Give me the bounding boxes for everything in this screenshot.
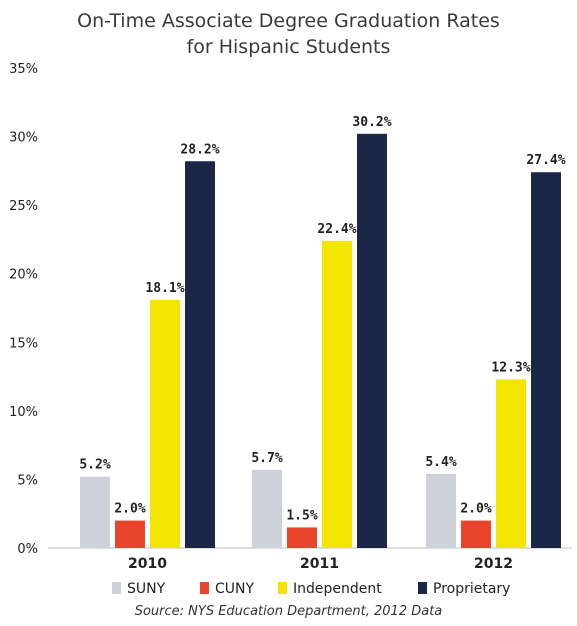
legend-swatch-independent [278,582,287,594]
y-tick-label: 35% [9,62,38,77]
y-tick-label: 10% [9,405,38,420]
bar-cuny-2010 [115,520,145,548]
data-label-suny-2012: 5.4% [425,455,456,470]
data-label-independent-2011: 22.4% [317,222,356,237]
y-tick-label: 5% [17,473,38,488]
source-note: Source: NYS Education Department, 2012 D… [134,604,443,619]
data-label-independent-2012: 12.3% [491,360,530,375]
y-tick-label: 0% [17,542,38,557]
data-label-cuny-2012: 2.0% [460,502,491,517]
x-tick-label: 2010 [128,556,167,572]
y-tick-label: 25% [9,199,38,214]
legend-label-cuny: CUNY [215,581,254,597]
legend-label-suny: SUNY [127,581,166,597]
bar-independent-2010 [150,299,180,548]
legend-label-independent: Independent [293,581,382,597]
bar-cuny-2011 [287,527,317,548]
data-label-suny-2010: 5.2% [79,458,110,473]
bar-suny-2011 [252,469,282,548]
bar-suny-2012 [426,473,456,548]
legend-swatch-suny [112,582,121,594]
bar-independent-2011 [322,240,352,549]
chart-title-line-2: for Hispanic Students [186,36,391,58]
y-tick-label: 20% [9,268,38,283]
y-tick-label: 30% [9,131,38,146]
bar-proprietary-2011 [357,133,387,549]
data-label-proprietary-2010: 28.2% [180,142,219,157]
bar-suny-2010 [80,476,110,548]
legend-swatch-proprietary [418,582,427,594]
bar-independent-2012 [496,379,526,548]
data-label-independent-2010: 18.1% [145,281,184,296]
chart-title-line-1: On-Time Associate Degree Graduation Rate… [77,10,500,32]
bar-cuny-2012 [461,520,491,548]
data-label-suny-2011: 5.7% [251,451,282,466]
x-tick-label: 2011 [300,556,339,572]
data-label-cuny-2011: 1.5% [286,508,317,523]
y-tick-label: 15% [9,336,38,351]
legend-label-proprietary: Proprietary [433,581,510,597]
bar-proprietary-2012 [531,172,561,548]
x-tick-label: 2012 [474,556,513,572]
data-label-proprietary-2011: 30.2% [352,115,391,130]
legend-swatch-cuny [200,582,209,594]
data-label-cuny-2010: 2.0% [114,502,145,517]
bar-proprietary-2010 [185,161,215,548]
data-label-proprietary-2012: 27.4% [526,153,565,168]
